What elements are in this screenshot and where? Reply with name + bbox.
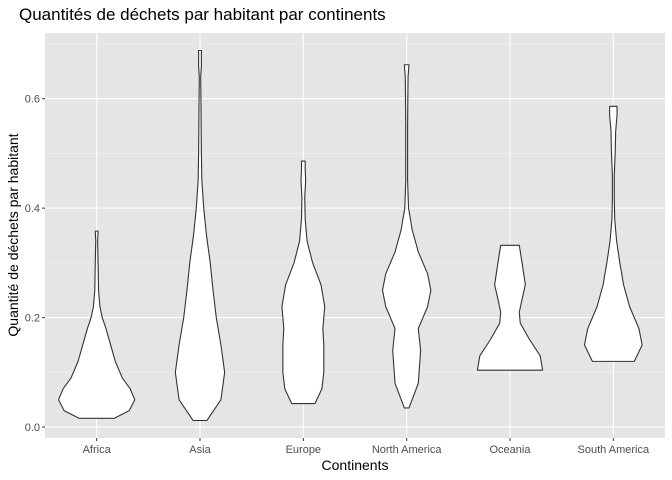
violin-south-america (583, 105, 643, 362)
x-tick-label: Asia (189, 444, 211, 456)
x-tick-label: South America (578, 444, 650, 456)
violin-europe (281, 160, 326, 405)
violin-oceania (476, 244, 544, 371)
minor-gridlines (45, 43, 665, 373)
y-tick-label: 0.2 (25, 313, 40, 325)
violin-africa (57, 230, 136, 419)
y-axis-title: Quantité de déchets par habitant (5, 133, 21, 336)
y-tick-label: 0.0 (25, 422, 40, 434)
x-tick-label: Europe (286, 444, 321, 456)
x-tick-label: Oceania (490, 444, 532, 456)
violin-asia (174, 49, 226, 422)
y-tick-label: 0.6 (25, 94, 40, 106)
x-axis: Africa Asia Europe North America Oceania Sout… (83, 438, 650, 456)
x-tick-label: North America (372, 444, 443, 456)
y-tick-label: 0.4 (25, 203, 40, 215)
violin-north-america (381, 64, 432, 409)
plot-panel (45, 33, 665, 438)
violin-layer (57, 49, 643, 422)
chart-title: Quantités de déchets par habitant par co… (19, 5, 386, 24)
x-axis-title: Continents (322, 457, 389, 473)
y-axis: 0.0 0.2 0.4 0.6 (25, 94, 45, 434)
x-tick-label: Africa (83, 444, 112, 456)
